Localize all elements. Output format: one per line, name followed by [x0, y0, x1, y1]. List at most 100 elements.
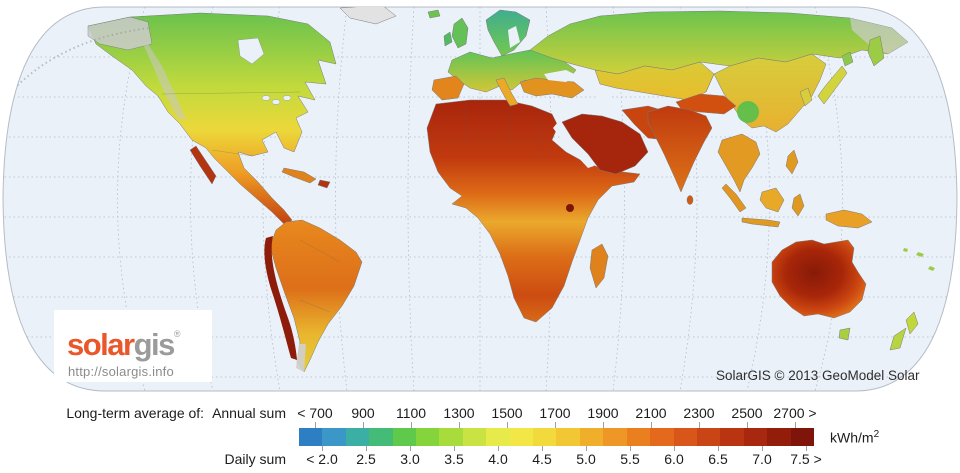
- annual-tick-label: < 700: [297, 405, 333, 421]
- legend-tick-mark: [651, 422, 652, 428]
- hokkaido: [841, 51, 854, 67]
- annual-tick-label: 2300: [683, 405, 715, 421]
- legend-color-segment: [369, 428, 393, 446]
- legend-prefix-label: Long-term average of:: [66, 405, 205, 421]
- daily-tick-label: 4.0: [488, 451, 508, 467]
- legend-tick-mark: [806, 446, 807, 451]
- indochina: [717, 133, 761, 193]
- lake-victoria: [566, 204, 574, 212]
- kamchatka: [867, 35, 885, 67]
- baja-california: [189, 145, 217, 185]
- legend-tick-mark: [747, 422, 748, 428]
- alaska-gray-region: [87, 16, 153, 51]
- scandinavia: [485, 9, 531, 57]
- legend-color-segment: [673, 428, 697, 446]
- legend-color-segment: [322, 428, 346, 446]
- legend-color-bar: [299, 428, 814, 446]
- legend-tick-mark: [459, 422, 460, 428]
- siberia-gray: [850, 18, 908, 54]
- australia: [771, 239, 867, 319]
- legend-tick-mark: [699, 422, 700, 428]
- annual-sum-label: Annual sum: [212, 405, 286, 421]
- legend-tick-mark: [366, 446, 367, 451]
- legend-color-segment: [416, 428, 440, 446]
- patagonia-gray: [296, 344, 306, 372]
- legend-color-segment: [790, 428, 814, 446]
- legend-tick-mark: [718, 446, 719, 451]
- new-guinea: [825, 209, 873, 229]
- registered-trademark-symbol: ®: [173, 329, 181, 339]
- legend-row1-labels: Long-term average of: Annual sum: [0, 405, 286, 421]
- daily-tick-label: < 2.0: [306, 451, 338, 467]
- legend-tick-mark: [454, 446, 455, 451]
- arabia: [561, 113, 649, 175]
- daily-tick-label: 7.5 >: [790, 451, 822, 467]
- daily-tick-label: 7.0: [752, 451, 772, 467]
- daily-tick-label: 4.5: [532, 451, 552, 467]
- rocky-coast-gray: [144, 44, 186, 120]
- legend-color-segment: [392, 428, 417, 446]
- daily-tick-label: 3.0: [400, 451, 420, 467]
- legend-tick-mark: [363, 422, 364, 428]
- great-lakes: [261, 95, 292, 105]
- daily-tick-label: 5.5: [620, 451, 640, 467]
- madagascar: [589, 243, 609, 289]
- caspian-sea: [596, 78, 610, 112]
- legend-color-segment: [720, 428, 744, 446]
- legend-tick-mark: [498, 446, 499, 451]
- legend-color-segment: [299, 428, 323, 446]
- hudson-bay: [237, 37, 265, 65]
- annual-tick-label: 1300: [443, 405, 475, 421]
- sulawesi: [791, 193, 805, 217]
- legend-color-segment: [462, 428, 487, 446]
- baltic-sea: [508, 26, 520, 48]
- legend-tick-mark: [586, 446, 587, 451]
- daily-sum-label: Daily sum: [224, 451, 286, 467]
- annual-tick-label: 2700 >: [773, 405, 817, 421]
- annual-tick-label: 900: [351, 405, 375, 421]
- logo-text-gis: gis: [133, 327, 176, 362]
- pacific-islands: [903, 248, 935, 271]
- annual-tick-label: 2100: [635, 405, 667, 421]
- annual-tick-label: 1500: [491, 405, 523, 421]
- legend-color-segment: [696, 428, 721, 446]
- red-sea: [553, 122, 594, 168]
- annual-tick-label: 1700: [539, 405, 571, 421]
- hispaniola: [317, 179, 331, 189]
- korea: [799, 87, 813, 107]
- legend-color-segment: [743, 428, 768, 446]
- balkans-turkey: [519, 77, 585, 99]
- legend-tick-mark: [315, 422, 316, 428]
- legend-tick-mark: [762, 446, 763, 451]
- daily-tick-label: 3.5: [444, 451, 464, 467]
- country-borders: [161, 73, 715, 313]
- legend-color-segment: [579, 428, 604, 446]
- continent-south-america: [269, 219, 363, 373]
- ireland: [443, 31, 453, 47]
- legend-tick-mark: [507, 422, 508, 428]
- legend-color-segment: [509, 428, 534, 446]
- legend-color-segment: [626, 428, 651, 446]
- logo-text-solar: solar: [67, 327, 135, 362]
- legend-tick-mark: [542, 446, 543, 451]
- legend-tick-mark: [630, 446, 631, 451]
- cuba: [281, 167, 317, 184]
- legend-color-segment: [486, 428, 510, 446]
- legend-color-segment: [603, 428, 627, 446]
- legend-tick-mark: [410, 446, 411, 451]
- copyright-text: SolarGIS © 2013 GeoModel Solar: [716, 368, 920, 383]
- borneo: [759, 187, 785, 213]
- black-sea: [544, 70, 578, 82]
- legend-color-segment: [650, 428, 674, 446]
- andes-high-irradiation: [264, 236, 297, 360]
- sumatra: [721, 183, 747, 213]
- india: [647, 105, 713, 193]
- philippines: [785, 149, 799, 175]
- unit-label: kWh/m2: [830, 429, 880, 446]
- japan: [817, 65, 848, 105]
- continent-africa: [426, 99, 641, 323]
- solargis-url: http://solargis.info: [68, 364, 174, 379]
- legend-color-segment: [556, 428, 580, 446]
- tasmania: [838, 327, 851, 341]
